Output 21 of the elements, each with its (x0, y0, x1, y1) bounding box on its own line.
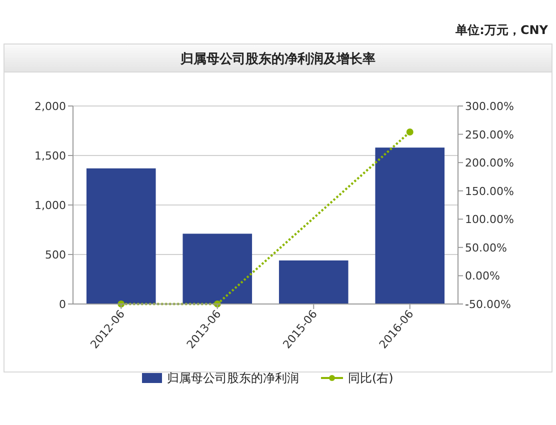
y-tick-label: 0 (59, 298, 66, 311)
y-tick-label: 1,000 (34, 199, 66, 212)
text: 单位:万元，CNY (454, 23, 548, 37)
legend-label: 同比(右) (348, 371, 394, 385)
y2-tick-label: 100.00% (465, 213, 514, 226)
y-tick-label: 500 (45, 248, 66, 262)
y2-tick-label: 50.00% (465, 241, 507, 254)
bar (182, 234, 252, 304)
y2-tick-label: 250.00% (465, 128, 514, 142)
bar (278, 260, 348, 304)
bar (375, 148, 445, 304)
y2-tick-label: 150.00% (465, 184, 514, 198)
bar (86, 168, 156, 304)
y2-tick-label: -50.00% (465, 298, 511, 311)
y2-tick-label: 0.00% (465, 270, 500, 283)
y2-tick-label: 200.00% (465, 156, 514, 170)
y2-tick-label: 300.00% (465, 100, 514, 113)
chart-title: 归属母公司股东的净利润及增长率 (180, 51, 376, 67)
y-tick-label: 2,000 (34, 100, 66, 113)
legend-label: 归属母公司股东的净利润 (167, 371, 299, 385)
y-tick-label: 1,500 (34, 150, 66, 162)
